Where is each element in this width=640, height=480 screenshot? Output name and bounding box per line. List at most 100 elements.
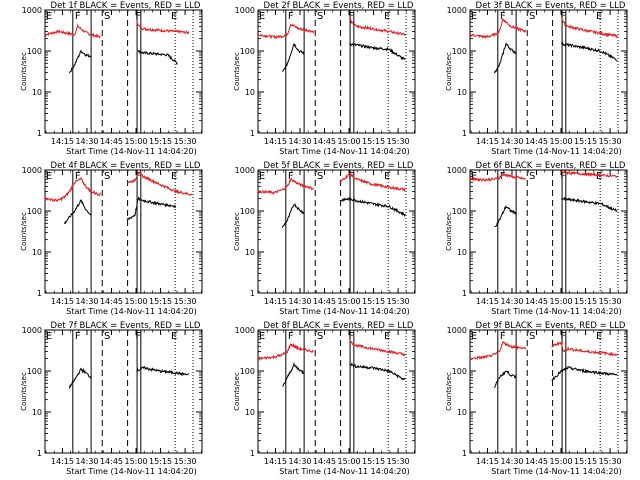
x-tick-label: 14:30: [75, 137, 98, 146]
y-axis-label: Counts/sec: [20, 52, 28, 91]
x-tick-label: 14:15: [51, 457, 74, 466]
y-tick-label: 100: [240, 207, 255, 216]
y-tick-label: 100: [27, 47, 42, 56]
black-events-trace: [339, 196, 406, 218]
panel-det-8: Det 8f BLACK = Events, RED = LLD 1 10 100 10…: [233, 321, 416, 476]
x-tick-label: 15:15: [149, 457, 172, 466]
y-tick-label: 10: [457, 88, 467, 97]
black-events-trace: [494, 370, 517, 389]
y-tick-label: 1000: [22, 326, 42, 335]
plot-frame: [469, 329, 628, 454]
plot-frame: [469, 169, 628, 294]
x-axis-label: Start Time (14-Nov-11 14:04:20): [279, 467, 409, 476]
marker-label-e: E: [471, 11, 477, 22]
x-tick-label: 15:30: [599, 137, 622, 146]
x-tick-label: 14:45: [313, 137, 336, 146]
marker-label-f: F: [75, 11, 81, 22]
x-tick-label: 15:15: [362, 297, 385, 306]
black-events-trace: [126, 196, 177, 221]
marker-label-s: S: [317, 171, 323, 182]
marker-label-e: E: [384, 331, 390, 342]
marker-label-f: F: [75, 331, 81, 342]
x-tick-label: 15:15: [574, 137, 597, 146]
marker-label-s: S: [104, 331, 110, 342]
x-tick-label: 15:00: [550, 457, 573, 466]
x-axis-label: Start Time (14-Nov-11 14:04:20): [66, 307, 196, 316]
x-tick-label: 15:15: [149, 297, 172, 306]
y-tick-label: 10: [245, 88, 255, 97]
y-tick-label: 10: [32, 248, 42, 257]
plot-frame: [469, 9, 628, 134]
y-tick-label: 10: [32, 408, 42, 417]
y-axis-label: Counts/sec: [20, 212, 28, 251]
panel-det-4: Det 4f BLACK = Events, RED = LLD 1 10 100 10…: [20, 161, 203, 316]
y-axis-label: Counts/sec: [445, 372, 453, 411]
marker-label-s: S: [317, 11, 323, 22]
y-tick-label: 100: [452, 47, 467, 56]
red-lld-trace: [349, 16, 406, 37]
panel-title: Det 5f BLACK = Events, RED = LLD: [264, 161, 414, 171]
x-tick-label: 15:00: [550, 137, 573, 146]
panel-title: Det 3f BLACK = Events, RED = LLD: [476, 1, 626, 11]
y-tick-label: 1: [462, 289, 467, 298]
y-tick-label: 1: [462, 449, 467, 458]
marker-label-f: F: [500, 171, 506, 182]
x-tick-label: 15:00: [338, 137, 361, 146]
x-tick-label: 14:45: [100, 457, 123, 466]
x-tick-label: 15:00: [125, 457, 148, 466]
y-axis-label: Counts/sec: [445, 212, 453, 251]
plot-frame: [44, 9, 203, 134]
marker-label-e: E: [46, 11, 52, 22]
x-axis-label: Start Time (14-Nov-11 14:04:20): [491, 467, 621, 476]
x-tick-label: 15:30: [599, 297, 622, 306]
red-lld-trace: [257, 23, 315, 40]
marker-label-f: F: [500, 11, 506, 22]
black-events-trace: [282, 42, 305, 73]
y-tick-label: 100: [452, 367, 467, 376]
plot-frame: [257, 329, 416, 454]
plot-frame: [44, 329, 203, 454]
marker-label-s: S: [529, 331, 535, 342]
black-events-trace: [494, 205, 517, 228]
marker-label-s: S: [104, 11, 110, 22]
y-tick-label: 1000: [447, 166, 467, 175]
black-events-trace: [561, 41, 618, 62]
y-tick-label: 1000: [22, 166, 42, 175]
panel-title: Det 8f BLACK = Events, RED = LLD: [264, 321, 414, 331]
panel-title: Det 2f BLACK = Events, RED = LLD: [264, 1, 414, 11]
x-tick-label: 14:30: [288, 297, 311, 306]
x-axis-label: Start Time (14-Nov-11 14:04:20): [66, 467, 196, 476]
marker-label-e: E: [596, 331, 602, 342]
x-tick-label: 14:45: [525, 457, 548, 466]
x-tick-label: 14:15: [51, 137, 74, 146]
x-tick-label: 15:30: [174, 297, 197, 306]
x-tick-label: 15:00: [338, 297, 361, 306]
x-axis-label: Start Time (14-Nov-11 14:04:20): [491, 147, 621, 156]
marker-label-f: F: [288, 171, 294, 182]
y-axis-label: Counts/sec: [233, 52, 241, 91]
x-tick-label: 15:30: [174, 137, 197, 146]
panel-title: Det 4f BLACK = Events, RED = LLD: [51, 161, 201, 171]
x-tick-label: 14:15: [476, 457, 499, 466]
y-tick-label: 1000: [235, 6, 255, 15]
marker-label-f: F: [135, 331, 141, 342]
marker-label-f: F: [288, 331, 294, 342]
x-tick-label: 14:15: [264, 457, 287, 466]
marker-label-f: F: [135, 11, 141, 22]
y-tick-label: 1000: [22, 6, 42, 15]
x-tick-label: 14:15: [476, 137, 499, 146]
red-lld-trace: [339, 172, 406, 193]
marker-label-f: F: [135, 171, 141, 182]
x-tick-label: 15:00: [550, 297, 573, 306]
x-tick-label: 15:30: [174, 457, 197, 466]
x-tick-label: 15:30: [387, 297, 410, 306]
y-tick-label: 1: [462, 129, 467, 138]
marker-label-f: F: [560, 11, 566, 22]
y-tick-label: 100: [240, 47, 255, 56]
black-events-trace: [282, 202, 305, 229]
black-events-trace: [551, 365, 618, 382]
y-tick-label: 1: [37, 289, 42, 298]
y-axis-label: Counts/sec: [233, 212, 241, 251]
black-events-trace: [494, 42, 517, 74]
